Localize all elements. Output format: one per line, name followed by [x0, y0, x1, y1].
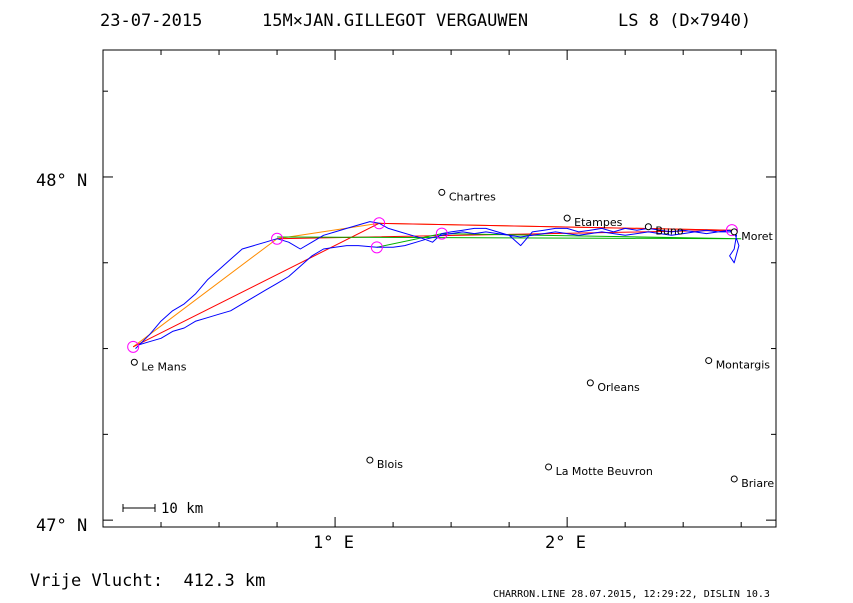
city-marker: [730, 475, 738, 483]
route-line-green: [277, 233, 742, 248]
city-label: Chartres: [449, 190, 496, 203]
lon-label-2: 2° E: [545, 533, 586, 553]
lat-label-47: 47° N: [36, 516, 87, 536]
city-marker: [563, 214, 571, 222]
credit-line: CHARRON.LINE 28.07.2015, 12:29:22, DISLI…: [493, 589, 770, 600]
turnpoint-marker: [435, 227, 448, 240]
city-marker: [366, 456, 374, 464]
flight-date: 23-07-2015: [100, 11, 202, 31]
scale-bar-label: 10 km: [161, 501, 203, 517]
map-frame: [102, 49, 777, 528]
city-marker: [705, 357, 713, 365]
city-label: Moret: [741, 230, 773, 243]
city-label: Le Mans: [141, 360, 186, 373]
city-marker: [730, 228, 738, 236]
route-lines: [132, 222, 742, 348]
turnpoint-marker: [725, 224, 738, 237]
city-label: La Motte Beuvron: [556, 465, 653, 478]
lat-label-48: 48° N: [36, 171, 87, 191]
turnpoint-marker: [271, 232, 284, 245]
city-label: Buno: [655, 225, 683, 238]
axis-ticks: [102, 50, 776, 527]
lon-label-1: 1° E: [313, 533, 354, 553]
city-marker: [586, 379, 594, 387]
turnpoint-marker: [370, 241, 383, 254]
city-marker: [438, 188, 446, 196]
glider-subtitle: LS 8 (D×7940): [618, 11, 751, 31]
pilot-title: 15M×JAN.GILLEGOT VERGAUWEN: [262, 11, 528, 31]
city-marker: [644, 223, 652, 231]
free-flight-distance: Vrije Vlucht: 412.3 km: [30, 571, 265, 591]
city-marker: [130, 358, 138, 366]
flight-track: [135, 221, 740, 349]
scale-bar: 10 km: [122, 501, 203, 517]
city-markers: Chartres Etampes Buno Moret Le Mans Orleans Mo…: [130, 188, 774, 490]
city-label: Orleans: [597, 381, 640, 394]
city-label: Montargis: [716, 359, 771, 372]
turnpoint-marker: [373, 217, 386, 230]
track-line: [135, 221, 740, 349]
city-label: Briare: [741, 477, 774, 490]
city-label: Etampes: [574, 216, 622, 229]
city-marker: [545, 463, 553, 471]
city-label: Blois: [377, 458, 403, 471]
turnpoint-markers: [127, 217, 738, 353]
turnpoint-marker: [127, 340, 140, 353]
